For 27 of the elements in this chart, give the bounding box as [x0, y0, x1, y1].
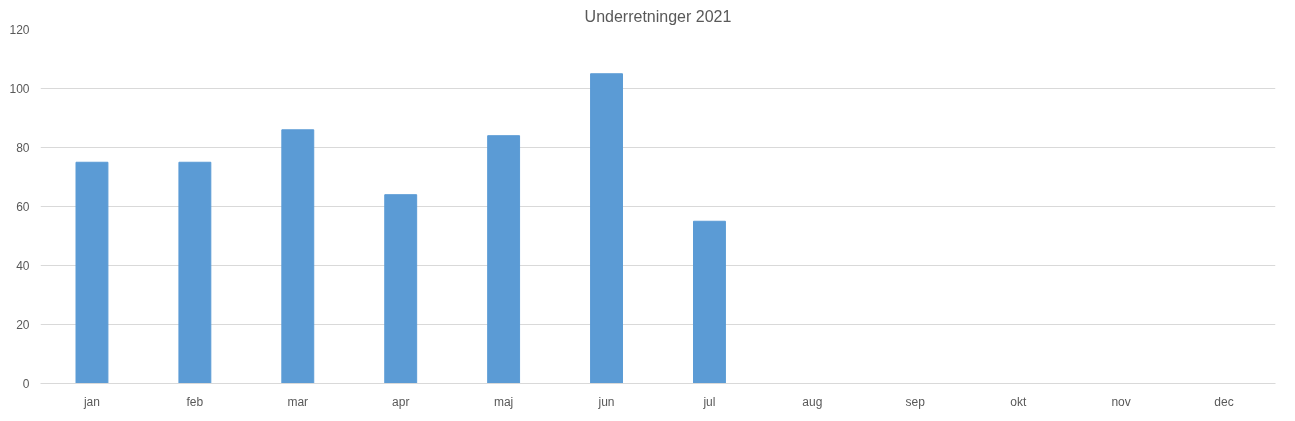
bar [487, 135, 521, 384]
y-tick-label: 60 [16, 200, 30, 214]
bar [384, 194, 418, 384]
x-tick-label: sep [905, 394, 926, 409]
y-tick-label: 120 [9, 23, 30, 37]
x-tick-label: jun [597, 394, 615, 409]
chart-title: Underretninger 2021 [584, 7, 732, 25]
x-tick-label: maj [493, 394, 514, 409]
y-tick-label: 80 [16, 141, 30, 155]
x-tick-label: apr [392, 394, 410, 409]
bar [590, 73, 623, 384]
x-tick-label: jan [82, 394, 100, 409]
x-tick-label: feb [186, 394, 204, 409]
y-tick-label: 20 [16, 318, 30, 332]
bar [75, 161, 109, 384]
x-tick-label: nov [1111, 394, 1131, 409]
bar [281, 129, 315, 384]
x-tick-label: aug [802, 394, 823, 409]
y-tick-label: 40 [16, 259, 30, 273]
bar [178, 161, 212, 384]
y-tick-label: 0 [22, 377, 30, 391]
x-tick-label: mar [287, 394, 309, 409]
x-tick-label: dec [1214, 394, 1234, 409]
x-tick-label: okt [1010, 394, 1027, 409]
y-tick-label: 100 [9, 82, 30, 96]
bar [693, 220, 726, 384]
x-tick-label: jul [702, 394, 716, 409]
